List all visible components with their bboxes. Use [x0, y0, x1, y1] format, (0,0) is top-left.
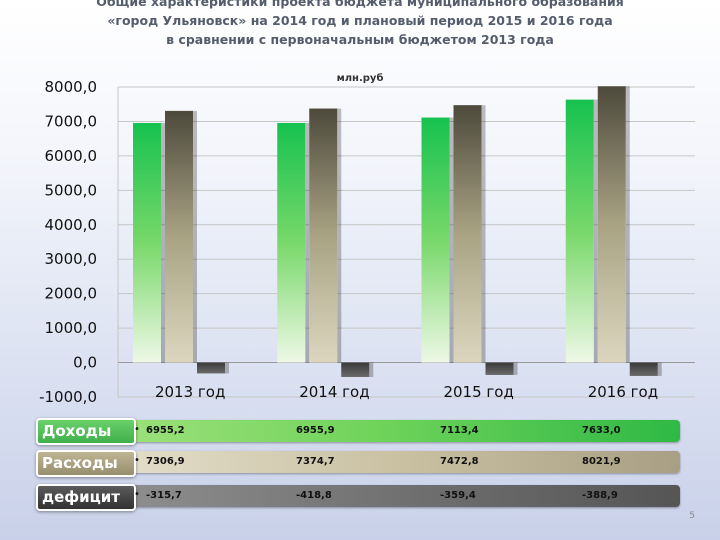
y-tick-label: 4000,0 — [45, 216, 98, 234]
deficit-bar-shade — [513, 362, 518, 375]
income-bar — [421, 117, 450, 363]
deficit-row-band — [132, 485, 680, 507]
bar-chart: 8000,0 7000,0 6000,0 5000,0 4000,0 3000,0 2000… — [39, 72, 695, 406]
x-category-label: 2016 год — [588, 383, 658, 401]
deficit-bar — [629, 362, 658, 376]
x-category-label: 2013 год — [155, 383, 225, 401]
expense-row-label: Расходы — [36, 450, 136, 477]
expense-bar-shade — [625, 86, 630, 363]
deficit-bar — [197, 362, 225, 374]
income-bar-shade — [593, 99, 598, 363]
x-category-label: 2014 год — [299, 383, 369, 401]
bullet-marker: • — [134, 424, 140, 435]
deficit-bar-shade — [369, 362, 374, 377]
deficit-bar-shade — [225, 362, 229, 374]
y-tick-label: 0,0 — [73, 354, 97, 372]
income-bar-shade — [161, 122, 165, 363]
income-bar — [565, 99, 594, 363]
deficit-value: -388,9 — [582, 490, 618, 501]
expense-bar — [453, 105, 482, 363]
x-category-label: 2015 год — [443, 383, 513, 401]
y-tick-label: -1000,0 — [39, 388, 97, 406]
chart-title: Общие характеристики проекта бюджета мун… — [0, 0, 720, 49]
expense-bar — [309, 108, 338, 363]
y-tick-label: 8000,0 — [45, 78, 98, 96]
income-bar-shade — [305, 122, 310, 363]
income-value: 6955,9 — [296, 425, 335, 436]
y-tick-label: 5000,0 — [45, 181, 98, 199]
bullet-marker: • — [134, 489, 140, 500]
y-tick-label: 2000,0 — [45, 285, 98, 303]
expense-bar-shade — [481, 105, 486, 363]
deficit-bar-shade — [657, 362, 662, 376]
title-line-2: «город Ульяновск» на 2014 год и плановый… — [107, 13, 613, 28]
deficit-bar — [341, 362, 370, 377]
slide-number: 5 — [689, 511, 695, 521]
deficit-bar — [485, 362, 514, 375]
bullet-marker: • — [134, 455, 140, 466]
expense-value: 7472,8 — [440, 456, 479, 467]
income-bar-shade — [449, 117, 454, 363]
y-tick-label: 7000,0 — [45, 112, 98, 130]
deficit-row-label: дефицит — [36, 484, 136, 511]
deficit-value: -359,4 — [440, 490, 476, 501]
expense-bar — [597, 86, 626, 363]
income-row-band — [132, 420, 680, 442]
expense-value: 7374,7 — [296, 456, 335, 467]
unit-label: млн.руб — [337, 72, 384, 84]
expense-bar-shade — [337, 108, 342, 363]
y-tick-label: 6000,0 — [45, 147, 98, 165]
y-tick-label: 1000,0 — [45, 319, 98, 337]
income-bar — [133, 122, 161, 363]
expense-bar-shade — [193, 110, 197, 363]
title-line-1: Общие характеристики проекта бюджета мун… — [96, 0, 624, 9]
expense-row-band — [132, 451, 680, 473]
income-value: 7633,0 — [582, 425, 621, 436]
income-row-label: Доходы — [36, 418, 136, 445]
title-line-3: в сравнении с первоначальным бюджетом 20… — [166, 32, 554, 47]
expense-bar — [165, 110, 193, 363]
income-bar — [277, 122, 306, 363]
deficit-value: -418,8 — [296, 490, 332, 501]
income-value: 6955,2 — [146, 425, 185, 436]
expense-value: 8021,9 — [582, 456, 621, 467]
income-value: 7113,4 — [440, 425, 479, 436]
deficit-value: -315,7 — [146, 490, 182, 501]
expense-value: 7306,9 — [146, 456, 185, 467]
y-tick-label: 3000,0 — [45, 250, 98, 268]
